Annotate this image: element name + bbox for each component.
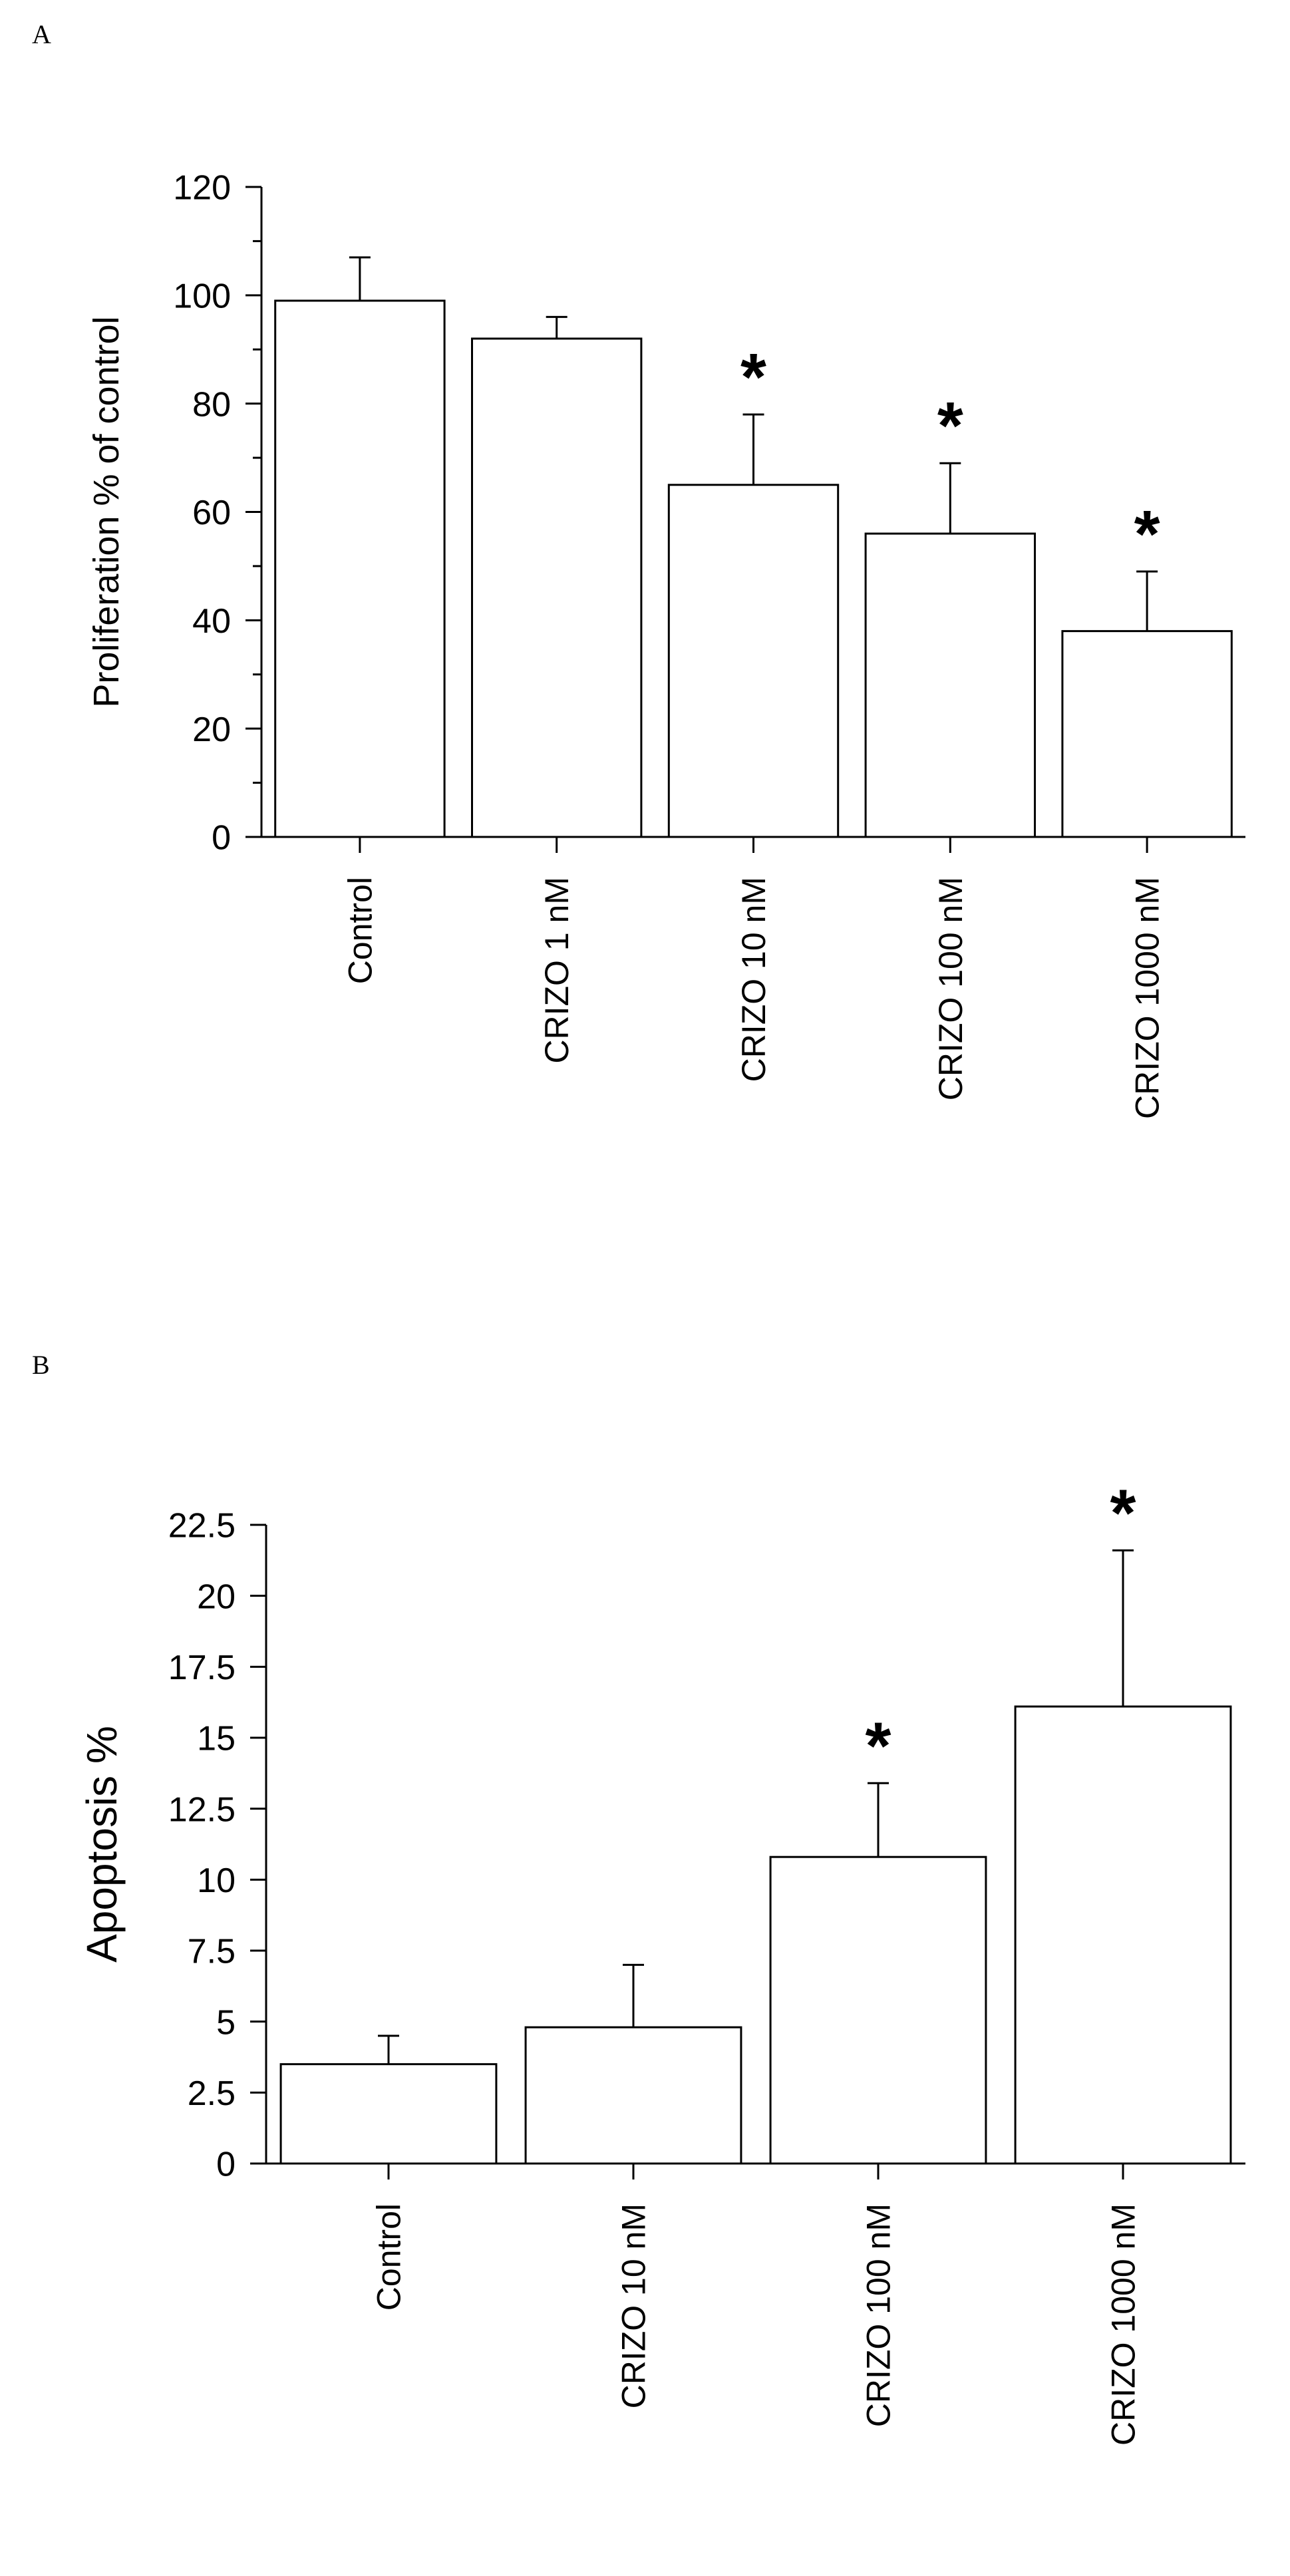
chart-b-bar — [769, 1855, 987, 2165]
chart-b-bar — [1014, 1705, 1232, 2165]
chart-b-y-tick-label: 7.5 — [188, 1933, 236, 1971]
chart-b-significance-marker: * — [1110, 1476, 1136, 1550]
chart-b-y-tick-label: 20 — [197, 1577, 236, 1616]
panel-letter-a: A — [32, 19, 51, 49]
chart-b-y-tick-label: 12.5 — [168, 1790, 236, 1829]
chart-a-bar — [274, 299, 446, 838]
chart-a-x-tick-label: CRIZO 1 nM — [538, 877, 575, 1064]
chart-b-bar — [524, 2026, 742, 2165]
chart-a-y-tick-label: 20 — [192, 711, 231, 749]
chart-b-y-axis-label: Apoptosis % — [78, 1726, 126, 1963]
chart-a-x-tick-label: CRIZO 1000 nM — [1129, 877, 1166, 1119]
chart-a-y-tick-label: 0 — [212, 819, 231, 858]
chart-a-y-tick-label: 40 — [192, 602, 231, 641]
chart-a-bar — [1061, 630, 1233, 838]
chart-b-x-tick-label: CRIZO 10 nM — [615, 2203, 653, 2408]
chart-a-x-tick-label: CRIZO 10 nM — [735, 877, 772, 1082]
chart-b-y-tick-label: 0 — [216, 2146, 236, 2184]
chart-a-y-tick-label: 80 — [192, 385, 231, 424]
chart-a-y-axis-label: Proliferation % of control — [86, 316, 126, 707]
chart-b-x-tick-label: CRIZO 100 nM — [860, 2203, 897, 2427]
panel-letter-b: B — [32, 1350, 50, 1380]
chart-a-bar — [471, 337, 643, 838]
chart-b-y-tick-label: 15 — [197, 1720, 236, 1758]
chart-a-significance-marker: * — [937, 389, 963, 463]
chart-a-y-tick-label: 60 — [192, 494, 231, 532]
chart-a-x-tick-label: CRIZO 100 nM — [932, 877, 969, 1100]
chart-b-y-tick-label: 17.5 — [168, 1649, 236, 1687]
chart-a-y-tick-label: 100 — [173, 277, 231, 316]
chart-a-y-tick-label: 120 — [173, 169, 231, 208]
chart-b-y-tick-label: 10 — [197, 1861, 236, 1900]
chart-a-significance-marker: * — [1134, 497, 1160, 571]
chart-b-bar — [279, 2063, 498, 2165]
chart-a-x-tick-label: Control — [341, 877, 379, 984]
chart-a-bar — [667, 484, 840, 838]
chart-b-significance-marker: * — [866, 1708, 891, 1783]
chart-b-y-tick-label: 22.5 — [168, 1507, 236, 1545]
chart-b-x-tick-label: CRIZO 1000 nM — [1105, 2203, 1142, 2446]
chart-b-y-tick-label: 5 — [216, 2003, 236, 2042]
chart-b-y-tick-label: 2.5 — [188, 2074, 236, 2113]
chart-a-significance-marker: * — [740, 340, 766, 414]
chart-b-x-tick-label: Control — [371, 2203, 408, 2311]
chart-a-bar — [864, 532, 1036, 838]
